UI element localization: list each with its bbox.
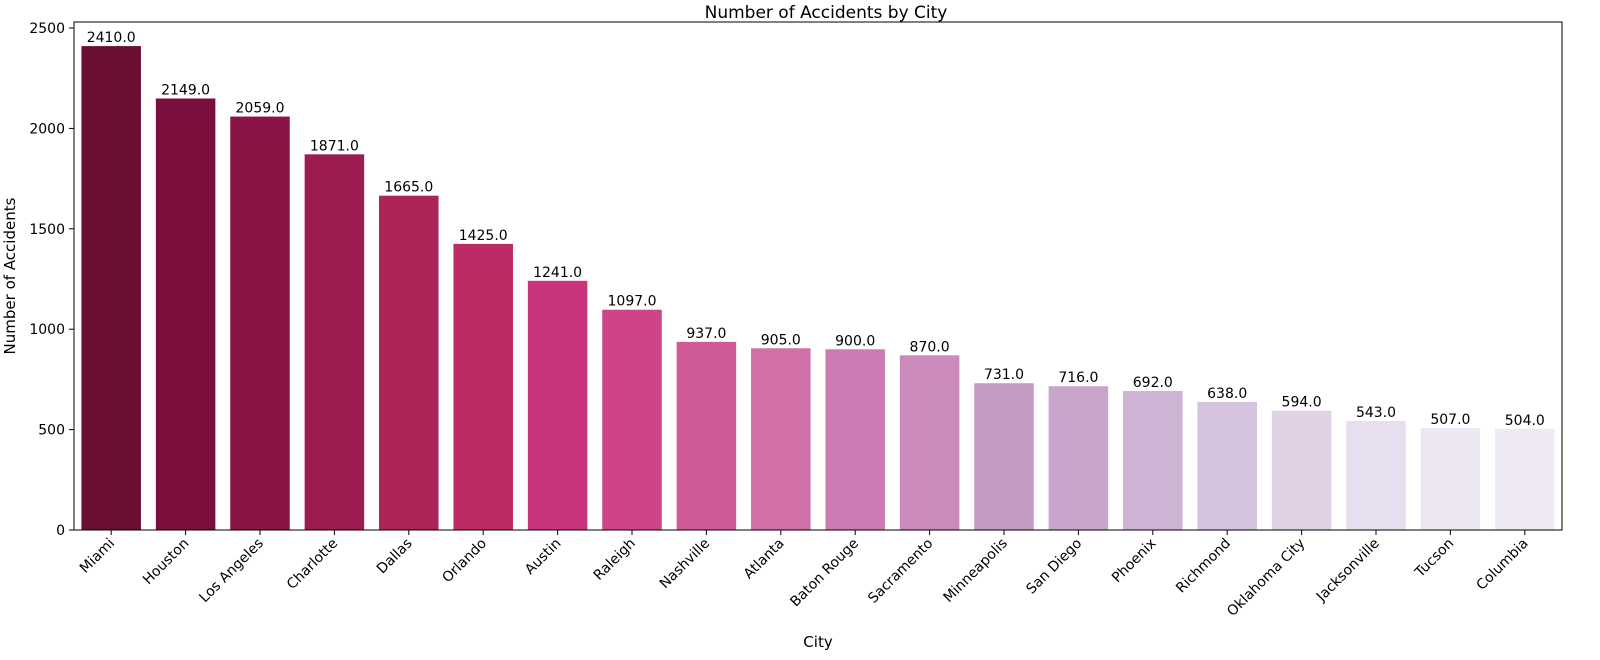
x-tick-label: Orlando [439,536,490,587]
bar-value-label: 1425.0 [459,228,508,244]
bar-value-label: 937.0 [686,326,726,342]
x-tick-label: Nashville [657,536,713,592]
x-tick-label: Jacksonville [1313,536,1383,606]
bar [602,309,662,530]
x-tick-label: Atlanta [741,536,788,583]
plot-area: 0 500 1000 1500 2000 2500 2410.0 Miami 2149.0 Hou… [29,21,1563,620]
bar-value-label: 638.0 [1207,386,1247,402]
bar [81,46,141,531]
bar-value-label: 543.0 [1356,405,1396,421]
y-tick-label: 500 [38,423,65,439]
y-tick-label: 1500 [29,222,65,238]
chart-title: Number of Accidents by City [705,3,948,23]
bar-value-label: 1241.0 [533,265,582,281]
x-tick-label: Sacramento [865,536,936,607]
bar-value-label: 900.0 [835,333,875,349]
bar-value-label: 594.0 [1282,395,1322,411]
bar [974,383,1034,530]
bar [676,341,737,530]
bar-value-label: 1097.0 [608,294,657,310]
bar [825,349,885,530]
bar [1346,420,1406,530]
bar [155,98,216,530]
bar [1420,428,1481,530]
x-tick-label: Columbia [1474,536,1532,594]
bar [304,154,365,530]
bar-value-label: 2059.0 [236,101,285,117]
bar [1271,410,1332,530]
bar-value-label: 870.0 [910,339,950,355]
bar-value-label: 507.0 [1430,412,1470,428]
bar-value-label: 2149.0 [161,83,210,99]
bar-value-label: 716.0 [1058,370,1098,386]
bar [1495,428,1555,530]
y-tick-label: 2000 [29,121,65,137]
x-tick-label: Raleigh [591,536,639,584]
bar [1123,391,1183,530]
bar [899,355,960,530]
x-tick-label: Baton Rouge [787,536,862,611]
bar-value-label: 1665.0 [384,180,433,196]
y-tick-label: 2500 [29,21,65,37]
x-tick-label: Oklahoma City [1224,536,1308,620]
bar [1197,401,1257,530]
x-tick-label: Tucson [1411,536,1457,582]
bar [230,116,290,531]
x-tick-label: Houston [140,536,192,588]
x-tick-label: Miami [77,536,118,577]
x-tick-label: Phoenix [1109,536,1160,587]
x-tick-label: Richmond [1173,536,1234,597]
bar-value-label: 504.0 [1505,413,1545,429]
x-tick-label: Austin [522,536,564,578]
bar-value-label: 731.0 [984,367,1024,383]
bar [453,243,513,530]
x-tick-label: San Diego [1023,536,1085,598]
y-tick-label: 0 [56,523,65,539]
bar-value-label: 2410.0 [87,30,136,46]
y-tick-label: 1000 [29,322,65,338]
bar-value-label: 905.0 [761,332,801,348]
plot-frame [73,21,1563,531]
y-axis-label: Number of Accidents [1,197,19,354]
x-tick-label: Charlotte [284,536,341,593]
bar [379,195,439,531]
bar-value-label: 692.0 [1133,375,1173,391]
bar [1048,386,1109,530]
x-tick-label: Minneapolis [941,536,1011,606]
x-axis-label: City [803,633,833,651]
bar [751,348,811,530]
x-tick-label: Los Angeles [196,536,266,606]
bar [527,280,588,530]
x-tick-label: Dallas [374,536,416,578]
bar-value-label: 1871.0 [310,138,359,154]
